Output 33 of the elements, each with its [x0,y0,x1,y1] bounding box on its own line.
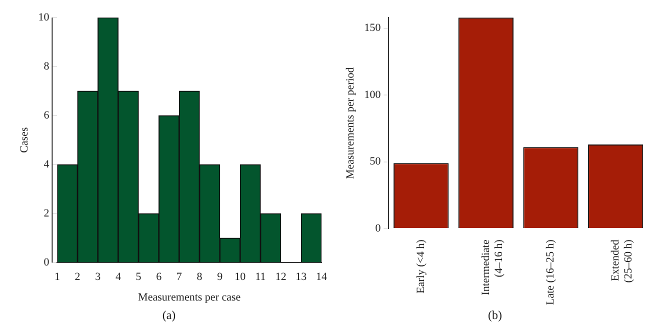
x-tick-label: Intermediate (4–16 h) [480,239,506,296]
y-tick-label: 8 [44,60,50,72]
y-tick-label: 50 [370,156,382,168]
x-tick-label: 7 [176,271,182,284]
x-tick-label: Late (16–25 h) [544,239,557,306]
y-tick-label: 4 [44,158,50,170]
x-tick-label: 1 [54,271,60,284]
y-tick-label: 0 [44,256,50,268]
y-tick-label: 0 [375,222,382,235]
y-tick-label: 150 [364,22,382,34]
x-tick-label: 10 [234,271,246,284]
x-tick-label: 12 [275,271,286,284]
text: (a) [162,308,176,323]
x-tick-label: Early (<4 h) [415,239,428,294]
y-tick-label: 2 [44,207,50,220]
y-tick-label: 100 [364,88,382,101]
x-tick-label: Extended (25–60 h) [609,239,635,283]
x-tick-label: 2 [74,271,80,284]
text: (b) [488,308,502,323]
x-tick-label: 5 [136,271,142,284]
y-tick-label: 6 [44,109,50,122]
x-tick-label: 14 [316,271,328,284]
x-axis-title: Measurements per case [138,291,241,304]
x-tick-label: 4 [115,271,122,284]
y-axis-title: Cases [18,127,30,153]
x-tick-label: 3 [95,271,102,284]
x-tick-label: 6 [156,271,162,284]
x-tick-label: 9 [217,271,224,284]
x-tick-label: 13 [296,271,308,284]
x-tick-label: 11 [255,271,266,284]
y-tick-label: 10 [38,11,50,24]
x-tick-label: 8 [196,271,203,284]
y-axis-title: Measurements per period [344,66,356,180]
